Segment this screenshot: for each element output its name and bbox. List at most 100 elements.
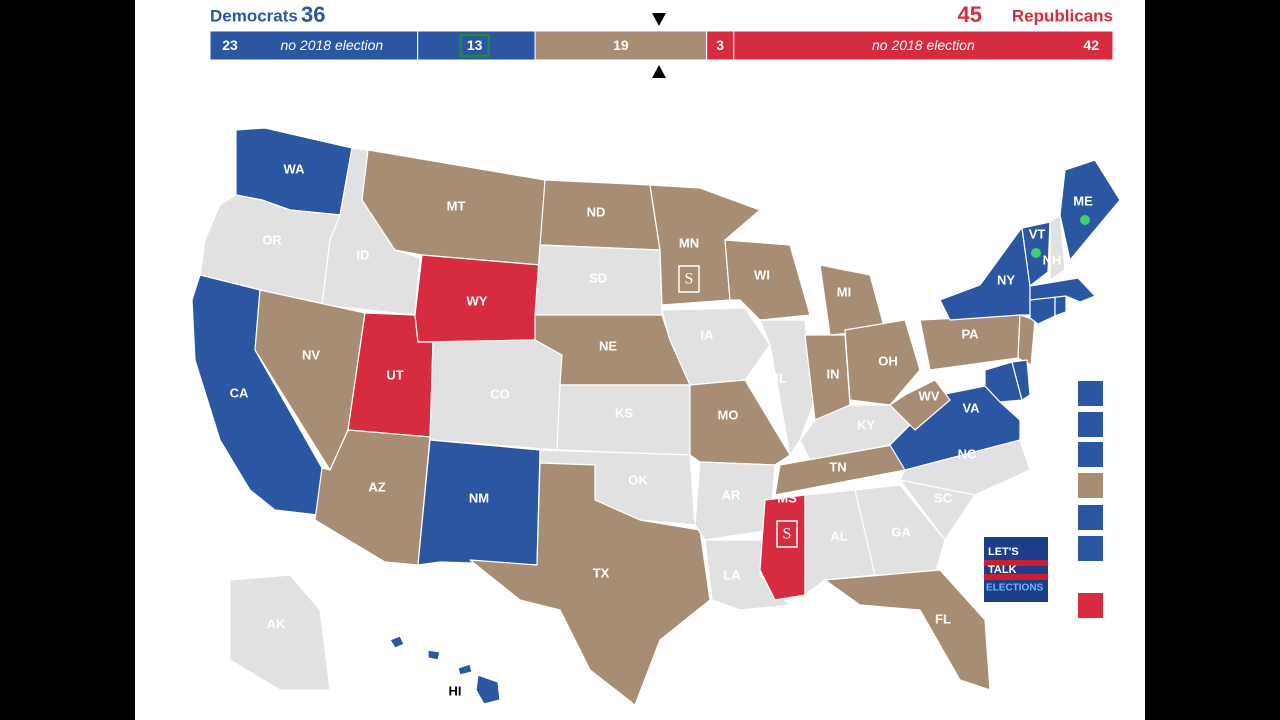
- logo-stripe: [984, 574, 1048, 580]
- seat-count: 13: [467, 37, 483, 53]
- state-label: ID: [357, 247, 370, 262]
- state-label: KS: [615, 405, 633, 420]
- state-label: SC: [934, 490, 953, 505]
- state-label: AR: [722, 487, 741, 502]
- state-label: IL: [775, 370, 787, 385]
- state-label: WA: [284, 161, 306, 176]
- state-label: ND: [587, 204, 606, 219]
- marker-dot: [1031, 248, 1041, 258]
- state-shape[interactable]: [844, 319, 921, 406]
- logo-text: ELECTIONS: [986, 583, 1044, 594]
- state-label: MO: [718, 407, 739, 422]
- legend-square: [1078, 505, 1103, 530]
- state-label: ME: [1073, 193, 1093, 208]
- state-label: TX: [593, 565, 610, 580]
- logo-bg: [984, 537, 1048, 602]
- marker-box: [678, 265, 700, 293]
- state-label: CO: [490, 386, 510, 401]
- state-label: HI: [449, 683, 462, 698]
- state-label: CA: [230, 385, 249, 400]
- state-label: PA: [961, 326, 979, 341]
- state-marker: S: [783, 526, 792, 543]
- legend-square: [1078, 593, 1103, 618]
- logo-stripe: [984, 560, 1048, 566]
- bar-segment: [733, 30, 1114, 61]
- state-label: MN: [679, 235, 699, 250]
- state-label: VT: [1029, 226, 1046, 241]
- state-label: KY: [857, 417, 875, 432]
- dem-total: 36: [301, 2, 325, 27]
- state-shape[interactable]: [824, 569, 991, 691]
- state-shape[interactable]: [694, 461, 776, 541]
- state-label: WY: [467, 293, 488, 308]
- states: [191, 127, 1121, 706]
- marker-box: [776, 520, 798, 548]
- state-label: AK: [267, 616, 286, 631]
- logo-text: TALK: [988, 564, 1017, 576]
- seat-count: 23: [222, 37, 238, 53]
- state-label: NE: [599, 338, 617, 353]
- state-shape[interactable]: [389, 635, 405, 649]
- marker-down: [652, 13, 666, 26]
- state-ri[interactable]: [1054, 295, 1067, 317]
- state-label: MI: [837, 284, 851, 299]
- logo-text: LET'S: [988, 546, 1019, 558]
- state-label: WV: [919, 388, 940, 403]
- state-label: FL: [935, 611, 951, 626]
- state-shape[interactable]: [229, 574, 331, 691]
- rep-total: 45: [958, 2, 982, 27]
- state-shape[interactable]: [1049, 214, 1066, 281]
- state-shape[interactable]: [469, 462, 711, 706]
- state-shape[interactable]: [889, 385, 1021, 471]
- state-label: MT: [447, 198, 466, 213]
- state-label: OR: [262, 232, 282, 247]
- bar-segment: [534, 30, 708, 61]
- side-legend: [1078, 381, 1103, 618]
- state-label: IN: [827, 366, 840, 381]
- state-shape[interactable]: [854, 484, 946, 576]
- state-md[interactable]: [984, 361, 1023, 403]
- state-label: GA: [891, 524, 911, 539]
- seat-count: 3: [716, 37, 724, 53]
- state-label: NM: [469, 490, 489, 505]
- state-label: IA: [701, 327, 715, 342]
- state-shape[interactable]: [889, 379, 951, 431]
- logo: LET'S TALK ELECTIONS: [984, 537, 1048, 602]
- state-de[interactable]: [1011, 359, 1031, 401]
- state-marker: S: [685, 271, 694, 288]
- state-label: NC: [958, 446, 977, 461]
- state-shape[interactable]: [1059, 159, 1121, 261]
- state-label: NV: [302, 347, 320, 362]
- rep-label: Republicans: [1012, 6, 1113, 25]
- state-label: AZ: [368, 479, 385, 494]
- state-ma[interactable]: [1029, 277, 1096, 303]
- state-label: NY: [997, 272, 1015, 287]
- state-label: WI: [754, 267, 770, 282]
- seat-bar: 23 no 2018 election 13 19 3 42 no 2018 electio…: [209, 30, 1114, 61]
- state-shape[interactable]: [457, 663, 473, 676]
- state-label: MS: [777, 490, 797, 505]
- legend-square: [1078, 381, 1103, 406]
- marker-up: [652, 65, 666, 78]
- state-label: OK: [628, 472, 648, 487]
- state-shape[interactable]: [427, 649, 441, 661]
- state-shape[interactable]: [475, 674, 501, 705]
- state-label: LA: [723, 567, 741, 582]
- state-label: SD: [589, 270, 607, 285]
- marker-dot: [1080, 215, 1090, 225]
- legend-square: [1078, 536, 1103, 561]
- state-label: TN: [829, 459, 846, 474]
- segment-note: no 2018 election: [872, 37, 975, 53]
- seat-count: 42: [1083, 37, 1099, 53]
- seat-count: 19: [613, 37, 629, 53]
- legend-square: [1078, 473, 1103, 498]
- highlight-box: [459, 33, 490, 58]
- legend-square: [1078, 442, 1103, 467]
- segment-note: no 2018 election: [280, 37, 383, 53]
- state-label: AL: [830, 528, 847, 543]
- state-label: NH: [1043, 252, 1062, 267]
- state-label: UT: [386, 367, 403, 382]
- bar-segment: [209, 30, 419, 61]
